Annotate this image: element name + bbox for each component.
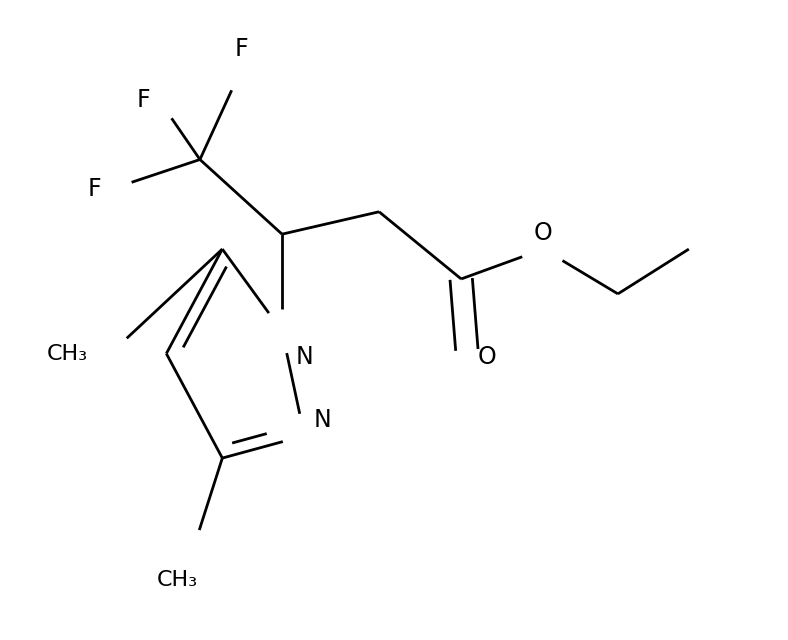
Text: F: F — [87, 177, 102, 202]
Text: O: O — [534, 221, 552, 245]
Text: F: F — [234, 37, 247, 61]
Text: N: N — [314, 408, 331, 432]
Text: N: N — [296, 344, 313, 369]
Text: F: F — [136, 88, 150, 112]
Text: CH₃: CH₃ — [157, 570, 198, 590]
Text: CH₃: CH₃ — [46, 344, 88, 364]
Text: O: O — [478, 344, 496, 369]
